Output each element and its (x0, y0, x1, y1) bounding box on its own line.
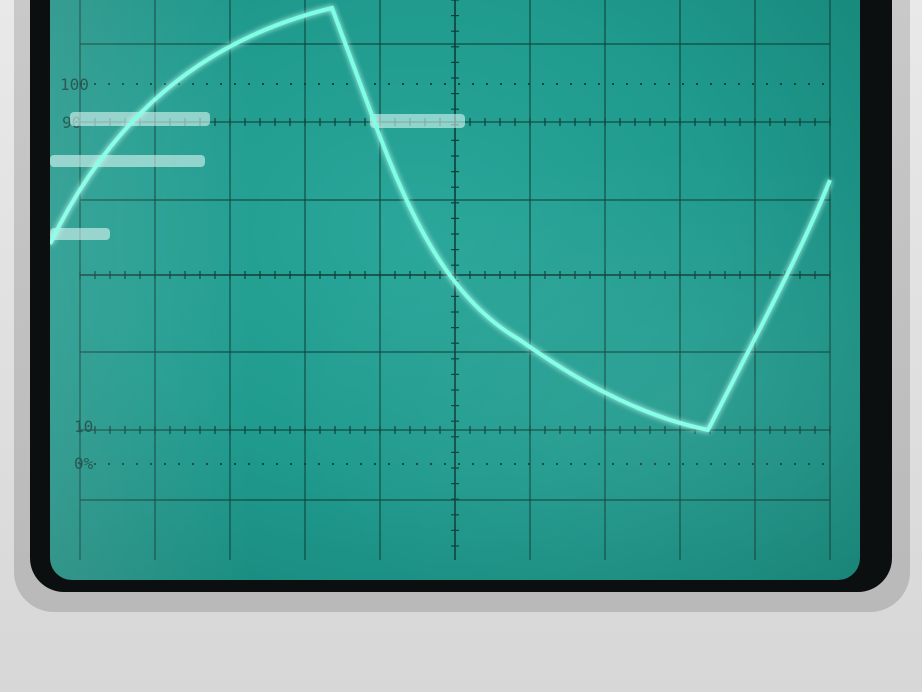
reflection-bar (70, 112, 210, 126)
label-10: 10 (74, 417, 93, 436)
reflection-bar (50, 228, 110, 240)
oscilloscope-screen: 100 90 10 0% (50, 0, 860, 580)
label-100: 100 (60, 75, 89, 94)
reflection-bar (50, 155, 205, 167)
label-0-percent: 0% (74, 454, 94, 473)
waveform-trace (50, 5, 832, 433)
screen-graphics: 100 90 10 0% (50, 0, 832, 560)
reflection-bar (370, 114, 465, 128)
graticule-grid (79, 0, 831, 560)
